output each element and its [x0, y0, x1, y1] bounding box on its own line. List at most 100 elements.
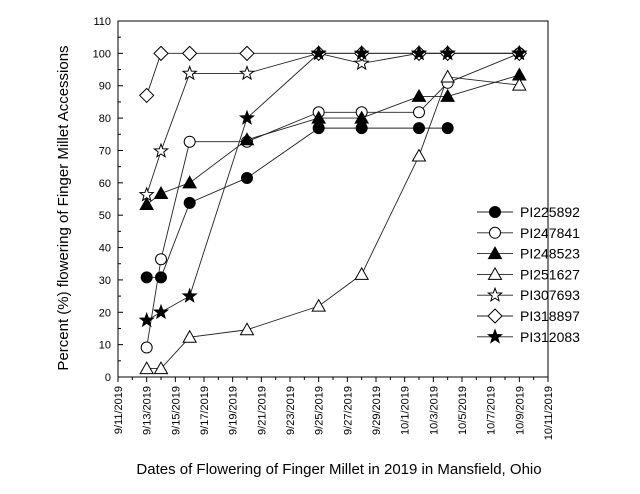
data-point-pi225892 [413, 122, 425, 135]
y-axis-title: Percent (%) flowering of Finger Millet A… [55, 45, 72, 370]
x-tick-label: 9/11/2019 [113, 386, 125, 434]
series-lines [146, 52, 520, 370]
x-tick-label: 9/15/2019 [170, 386, 182, 435]
data-point-pi248523 [153, 185, 169, 199]
data-point-pi248523 [139, 196, 155, 211]
y-tick-label: 40 [99, 243, 111, 255]
x-tick-label: 10/5/2019 [457, 386, 469, 435]
x-tick-label: 9/29/2019 [371, 386, 383, 435]
data-point-pi312083 [410, 44, 428, 61]
data-point-pi318897 [181, 45, 198, 62]
data-point-pi248523 [354, 110, 370, 124]
data-point-pi307693 [353, 54, 370, 71]
data-point-pi247841 [413, 106, 425, 119]
x-tick-label: 9/25/2019 [314, 386, 326, 435]
y-tick-label: 30 [99, 275, 111, 287]
series-line-pi251627 [146, 76, 520, 370]
series-line-pi318897 [146, 52, 520, 96]
legend-marker [487, 246, 503, 260]
data-point-pi318897 [153, 45, 169, 62]
x-tick-label: 10/3/2019 [428, 386, 440, 435]
data-point-pi312083 [238, 109, 256, 125]
data-point-pi307693 [138, 186, 155, 202]
x-tick-label: 9/17/2019 [199, 386, 211, 435]
data-point-pi251627 [139, 361, 155, 375]
data-point-pi312083 [138, 311, 155, 328]
x-tick-label: 10/11/2019 [543, 386, 555, 440]
x-axis: 9/11/2019 9/13/2019 9/15/2019 9/17/2019 9/19… [113, 377, 555, 440]
data-point-pi251627 [153, 361, 169, 375]
data-point-pi307693 [181, 64, 198, 81]
legend-label: PI247841 [520, 225, 580, 241]
data-point-pi225892 [312, 122, 325, 135]
x-tick-label: 10/1/2019 [400, 386, 412, 435]
data-point-pi251627 [311, 298, 327, 312]
data-point-pi312083 [152, 303, 170, 320]
legend-item: PI307693 [477, 286, 580, 303]
legend-item: PI225892 [477, 204, 580, 220]
data-point-pi248523 [239, 132, 255, 146]
data-point-pi248523 [440, 88, 456, 102]
data-point-pi247841 [140, 341, 153, 354]
legend-item: PI248523 [477, 246, 580, 262]
legend-item: PI312083 [477, 328, 580, 345]
series-line-pi248523 [146, 74, 520, 205]
data-point-pi318897 [239, 45, 255, 62]
data-point-pi247841 [155, 253, 167, 266]
data-point-pi312083 [511, 44, 528, 61]
data-point-pi247841 [183, 135, 196, 148]
legend-marker [489, 206, 501, 218]
y-tick-label: 80 [99, 113, 111, 125]
series-line-pi225892 [146, 127, 448, 278]
data-point-pi307693 [152, 142, 170, 158]
y-tick-label: 20 [99, 307, 111, 319]
data-point-pi225892 [241, 171, 253, 184]
legend-label: PI251627 [520, 266, 580, 282]
x-tick-label: 9/27/2019 [342, 386, 354, 435]
data-point-pi251627 [239, 322, 255, 336]
legend-marker [487, 308, 503, 324]
y-tick-label: 10 [99, 340, 111, 352]
legend-label: PI225892 [520, 204, 580, 220]
data-point-pi248523 [182, 175, 198, 189]
y-tick-label: 110 [93, 16, 111, 28]
x-tick-label: 9/19/2019 [228, 386, 240, 435]
data-point-pi312083 [181, 287, 198, 303]
y-tick-label: 50 [99, 210, 111, 222]
plot-border [117, 20, 549, 378]
y-tick-label: 100 [93, 48, 111, 60]
legend-marker [486, 328, 504, 344]
data-point-pi225892 [155, 271, 167, 284]
y-tick-label: 90 [99, 81, 111, 93]
legend-item: PI251627 [477, 266, 580, 282]
legend-item: PI247841 [477, 225, 580, 241]
data-point-pi225892 [183, 196, 196, 209]
legend: PI225892 PI247841 PI248523 PI251627 PI307693… [477, 204, 580, 345]
y-axis: 0 10 20 30 40 50 60 70 80 90 100 110 [93, 16, 123, 384]
plot-area [117, 20, 549, 378]
data-point-pi225892 [140, 271, 153, 284]
legend-marker [486, 286, 504, 303]
data-point-pi318897 [138, 87, 155, 104]
data-point-pi312083 [439, 44, 456, 61]
y-tick-label: 60 [99, 178, 111, 190]
data-point-pi251627 [511, 77, 527, 91]
series-markers [138, 44, 528, 375]
legend-item: PI318897 [477, 308, 580, 324]
data-point-pi312083 [353, 44, 370, 61]
x-tick-label: 9/13/2019 [142, 386, 154, 435]
data-point-pi248523 [311, 110, 327, 124]
legend-label: PI312083 [520, 329, 580, 345]
data-point-pi225892 [441, 122, 454, 135]
legend-label: PI318897 [520, 308, 580, 324]
x-tick-label: 10/7/2019 [486, 386, 498, 435]
legend-label: PI248523 [520, 246, 580, 262]
data-point-pi251627 [182, 329, 198, 343]
series-line-pi312083 [146, 52, 520, 321]
data-point-pi225892 [355, 122, 368, 135]
data-point-pi248523 [411, 88, 427, 102]
x-tick-label: 10/9/2019 [514, 386, 526, 435]
legend-marker [487, 266, 503, 280]
x-axis-title: Dates of Flowering of Finger Millet in 2… [136, 461, 541, 478]
